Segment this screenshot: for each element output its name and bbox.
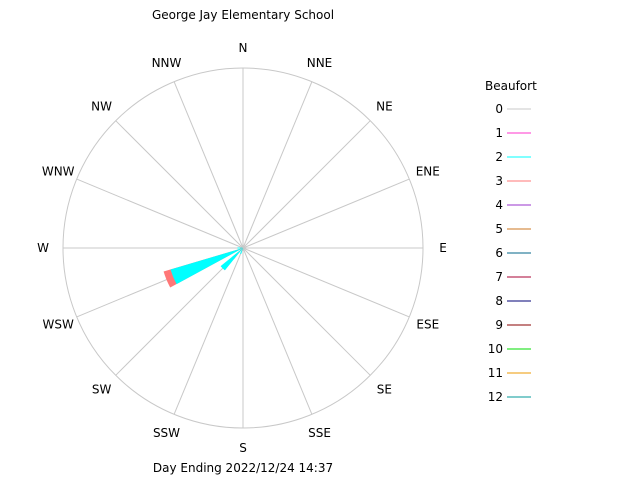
legend-label-8: 8 <box>495 294 503 308</box>
legend-label-5: 5 <box>495 222 503 236</box>
direction-label-nw: NW <box>91 100 112 114</box>
chart-title: George Jay Elementary School <box>152 8 334 22</box>
spoke-ene <box>242 178 410 249</box>
spoke-sse <box>242 247 313 415</box>
petal-beaufort-2-wsw <box>170 248 243 285</box>
petal-beaufort-2-w <box>237 247 243 249</box>
spoke-nnw <box>173 81 244 249</box>
legend-label-0: 0 <box>495 102 503 116</box>
legend-label-9: 9 <box>495 318 503 332</box>
chart-footer: Day Ending 2022/12/24 14:37 <box>153 461 333 475</box>
direction-label-wsw: WSW <box>43 318 74 332</box>
direction-label-ne: NE <box>376 100 393 114</box>
legend-label-2: 2 <box>495 150 503 164</box>
legend-title: Beaufort <box>485 79 537 93</box>
direction-label-sse: SSE <box>308 426 331 440</box>
legend-label-4: 4 <box>495 198 503 212</box>
legend-label-3: 3 <box>495 174 503 188</box>
wind-petals <box>163 247 244 288</box>
petal-beaufort-2-ssw <box>240 248 243 254</box>
direction-label-ene: ENE <box>416 165 440 179</box>
legend-label-12: 12 <box>488 390 503 404</box>
spoke-ssw <box>173 247 244 415</box>
spoke-ese <box>242 247 410 318</box>
spoke-nw <box>115 120 244 249</box>
legend-label-11: 11 <box>488 366 503 380</box>
direction-label-s: S <box>239 441 247 455</box>
legend-label-1: 1 <box>495 126 503 140</box>
direction-labels: N NNE NE ENE E ESE SE SSE S SSW SW WSW W WNW NW NNW <box>37 41 447 455</box>
spoke-ne <box>242 120 371 249</box>
direction-label-se: SE <box>377 382 392 396</box>
legend-label-7: 7 <box>495 270 503 284</box>
spoke-wnw <box>76 178 244 249</box>
direction-label-e: E <box>439 241 447 255</box>
spoke-nne <box>242 81 313 249</box>
direction-label-n: N <box>239 41 248 55</box>
legend-label-6: 6 <box>495 246 503 260</box>
direction-label-ssw: SSW <box>153 426 180 440</box>
legend-label-10: 10 <box>488 342 503 356</box>
direction-label-sw: SW <box>92 382 112 396</box>
direction-label-ese: ESE <box>416 318 439 332</box>
direction-label-w: W <box>37 241 49 255</box>
direction-label-nnw: NNW <box>152 56 182 70</box>
petal-beaufort-2-sw <box>220 248 243 271</box>
direction-label-wnw: WNW <box>42 165 75 179</box>
spoke-se <box>242 247 371 376</box>
spoke-sw <box>115 247 244 376</box>
direction-label-nne: NNE <box>307 56 333 70</box>
petal-beaufort-2-wnw <box>241 247 243 248</box>
